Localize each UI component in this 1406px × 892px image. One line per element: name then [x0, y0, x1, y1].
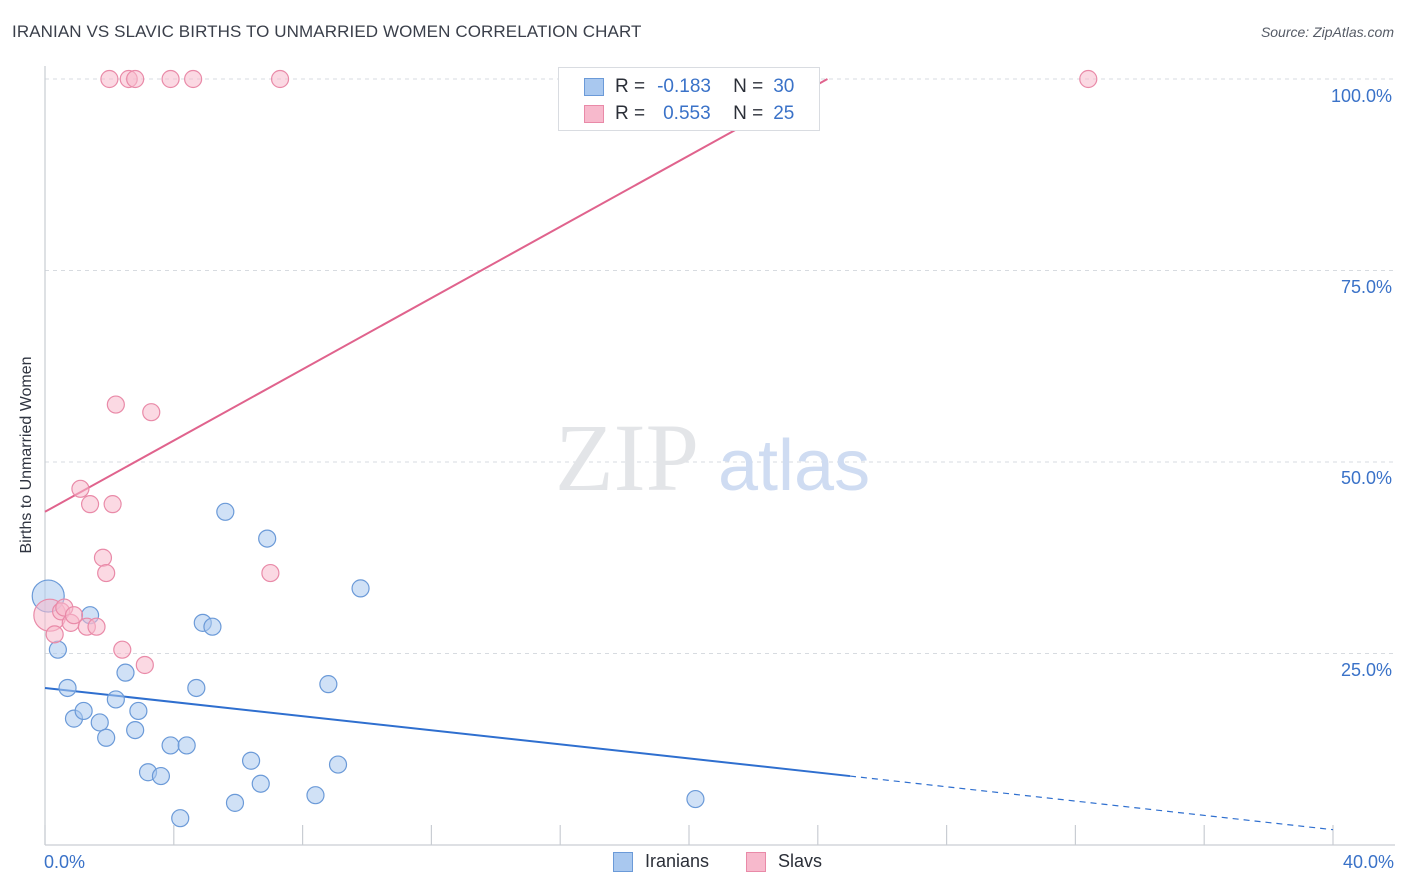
- bottom-legend-iranians: Iranians: [613, 851, 709, 872]
- legend-r-value: 0.553: [663, 103, 711, 124]
- iranians-point: [116, 663, 135, 682]
- slavs-point: [1079, 69, 1098, 89]
- slavs-point: [100, 69, 119, 89]
- y-tick-label-75: 75.0%: [1340, 277, 1392, 297]
- slavs-point: [87, 617, 106, 636]
- bottom-legend-swatch-slavs: [746, 851, 766, 872]
- trend-lines: [44, 78, 1334, 831]
- trend-line-iranians: [44, 686, 851, 778]
- slavs-point: [97, 563, 116, 583]
- iranians-point: [251, 774, 270, 793]
- iranians-point: [126, 720, 145, 740]
- legend-n-value: 30: [773, 76, 795, 97]
- slavs-point: [64, 606, 84, 625]
- slavs-point: [184, 69, 203, 89]
- x-tick-label-min: 0.0%: [44, 852, 86, 872]
- legend-r-label: R =: [615, 103, 646, 124]
- iranians-point: [203, 617, 222, 636]
- iranians-point: [129, 701, 148, 721]
- iranians-point: [106, 690, 125, 709]
- legend-swatch-iranians: [584, 78, 604, 96]
- y-tick-label-25: 25.0%: [1340, 660, 1392, 680]
- iranians-point: [48, 640, 67, 659]
- slavs-point: [103, 495, 122, 514]
- slavs-point: [135, 655, 154, 675]
- slavs-point: [71, 479, 90, 498]
- x-tick-label-max: 40.0%: [1342, 852, 1394, 872]
- iranians-point: [686, 789, 705, 809]
- trend-line-iranians-extension: [849, 775, 1334, 831]
- iranians-point: [161, 736, 180, 755]
- slavs-point: [142, 403, 161, 422]
- slavs-point: [261, 563, 280, 583]
- iranians-point: [306, 786, 325, 805]
- slavs-point: [113, 640, 132, 659]
- bottom-legend-slavs: Slavs: [746, 851, 822, 872]
- iranians-point: [171, 809, 190, 828]
- iranians-point: [216, 502, 235, 521]
- slavs-point: [80, 495, 100, 514]
- slavs-point: [270, 69, 290, 89]
- iranians-point: [74, 701, 93, 721]
- legend-row-iranians: R = -0.183 N = 30: [584, 76, 795, 98]
- bottom-legend-label-slavs: Slavs: [778, 851, 823, 871]
- axes: [44, 66, 1395, 846]
- watermark: ZIP atlas: [555, 404, 870, 511]
- data-points: [31, 69, 1098, 828]
- grid-lines: [45, 78, 1395, 654]
- iranians-point: [241, 751, 261, 770]
- correlation-legend: R = -0.183 N = 30 R = 0.553 N = 25: [558, 67, 820, 131]
- y-tick-label-100: 100.0%: [1330, 86, 1392, 106]
- chart-title: IRANIAN VS SLAVIC BIRTHS TO UNMARRIED WO…: [12, 22, 642, 41]
- y-tick-label-50: 50.0%: [1340, 468, 1392, 488]
- iranians-point: [187, 678, 206, 698]
- legend-r-value: -0.183: [657, 76, 711, 97]
- bottom-legend-label-iranians: Iranians: [645, 851, 710, 871]
- iranians-point: [328, 755, 348, 774]
- iranians-point: [225, 793, 245, 812]
- slavs-point: [45, 625, 64, 644]
- watermark-atlas: atlas: [718, 426, 870, 506]
- legend-r-label: R =: [615, 76, 646, 97]
- iranians-point: [319, 675, 338, 694]
- source-label: Source: ZipAtlas.com: [1260, 24, 1394, 40]
- trend-line-slavs: [44, 78, 828, 513]
- slavs-point: [93, 548, 113, 567]
- legend-n-label: N =: [733, 76, 764, 97]
- bottom-legend-swatch-iranians: [613, 851, 633, 872]
- iranians-point: [97, 728, 116, 747]
- iranians-point: [258, 529, 277, 548]
- watermark-zip: ZIP: [555, 404, 699, 511]
- iranians-point: [351, 579, 370, 598]
- legend-swatch-slavs: [584, 105, 604, 123]
- iranians-point: [151, 766, 171, 786]
- slavs-point: [126, 69, 145, 89]
- legend-row-slavs: R = 0.553 N = 25: [584, 103, 795, 125]
- slavs-point: [106, 395, 125, 414]
- iranians-point: [177, 736, 196, 755]
- iranians-point: [58, 678, 77, 698]
- legend-n-value: 25: [773, 103, 795, 124]
- legend-n-label: N =: [733, 103, 764, 124]
- slavs-point: [161, 69, 180, 89]
- iranians-point: [90, 713, 109, 732]
